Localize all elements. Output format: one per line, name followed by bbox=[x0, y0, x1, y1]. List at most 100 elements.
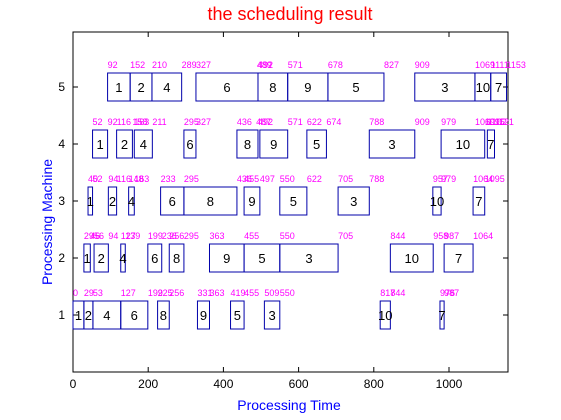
y-tick-label: 2 bbox=[58, 251, 65, 265]
job-label: 2 bbox=[109, 194, 116, 209]
job-label: 2 bbox=[121, 137, 128, 152]
time-label: 976 bbox=[440, 288, 455, 298]
job-box-5 bbox=[306, 129, 327, 159]
job-label: 2 bbox=[98, 251, 105, 266]
job-label: 8 bbox=[160, 308, 167, 323]
time-label: 363 bbox=[209, 288, 224, 298]
job-label: 8 bbox=[269, 80, 276, 95]
time-label: 705 bbox=[338, 231, 353, 241]
job-box-5 bbox=[230, 300, 245, 330]
job-label: 4 bbox=[103, 308, 110, 323]
time-label: 987 bbox=[444, 288, 459, 298]
time-label: 509 bbox=[264, 288, 279, 298]
job-label: 1 bbox=[75, 308, 82, 323]
time-label: 29 bbox=[84, 231, 94, 241]
job-label: 1 bbox=[96, 137, 103, 152]
job-box-7 bbox=[486, 129, 495, 159]
time-label: 116 bbox=[117, 117, 131, 127]
time-label: 1153 bbox=[507, 60, 526, 70]
time-label: 52 bbox=[93, 117, 103, 127]
time-label: 94 bbox=[108, 231, 118, 241]
time-label: 1064 bbox=[473, 174, 493, 184]
job-box-8 bbox=[157, 300, 170, 330]
job-box-7 bbox=[439, 300, 445, 330]
time-label: 455 bbox=[244, 288, 259, 298]
time-label: 256 bbox=[169, 288, 184, 298]
job-box-9 bbox=[243, 186, 261, 216]
time-label: 1069 bbox=[475, 117, 495, 127]
time-label: 152 bbox=[130, 60, 145, 70]
time-label: 1064 bbox=[473, 231, 493, 241]
job-box-4 bbox=[133, 129, 153, 159]
time-label: 489 bbox=[257, 60, 272, 70]
time-label: 492 bbox=[258, 117, 273, 127]
job-label: 9 bbox=[304, 80, 311, 95]
job-label: 3 bbox=[305, 251, 312, 266]
job-label: 7 bbox=[495, 80, 502, 95]
time-label: 487 bbox=[256, 117, 271, 127]
job-label: 4 bbox=[128, 194, 135, 209]
x-tick-label: 600 bbox=[289, 377, 309, 391]
job-label: 9 bbox=[223, 251, 230, 266]
job-label: 1 bbox=[115, 80, 122, 95]
job-box-4 bbox=[128, 186, 135, 216]
time-label: 571 bbox=[288, 60, 303, 70]
time-label: 163 bbox=[134, 117, 149, 127]
x-tick-label: 1000 bbox=[436, 377, 463, 391]
job-boxes: 1 2 4 6 8 9 5 3 10 71 2 4 6 8 9 5 3 10 71 2 4 6 8 9 5 3 10 71 2 4 6 8 9 5… bbox=[72, 72, 508, 330]
y-tick-label: 1 bbox=[58, 308, 65, 322]
job-box-5 bbox=[279, 186, 308, 216]
time-label: 163 bbox=[134, 174, 149, 184]
job-label: 5 bbox=[352, 80, 359, 95]
job-box-3 bbox=[263, 300, 281, 330]
y-tick-label: 3 bbox=[58, 194, 65, 208]
job-label: 5 bbox=[313, 137, 320, 152]
time-label: 233 bbox=[161, 174, 176, 184]
job-label: 6 bbox=[223, 80, 230, 95]
time-label: 550 bbox=[280, 231, 295, 241]
job-label: 10 bbox=[456, 137, 470, 152]
job-box-1 bbox=[87, 186, 94, 216]
job-box-3 bbox=[279, 243, 339, 273]
job-box-2 bbox=[93, 243, 109, 273]
time-label: 788 bbox=[369, 117, 384, 127]
time-label: 295 bbox=[184, 117, 199, 127]
x-tick-label: 400 bbox=[213, 377, 233, 391]
job-box-9 bbox=[196, 300, 210, 330]
job-label: 3 bbox=[268, 308, 275, 323]
job-label: 10 bbox=[378, 308, 392, 323]
job-label: 6 bbox=[151, 251, 158, 266]
time-label: 225 bbox=[158, 288, 173, 298]
time-label: 52 bbox=[93, 174, 103, 184]
job-label: 6 bbox=[186, 137, 193, 152]
time-label: 817 bbox=[380, 288, 395, 298]
job-label: 7 bbox=[475, 194, 482, 209]
time-label: 497 bbox=[260, 174, 275, 184]
time-label: 844 bbox=[390, 288, 405, 298]
job-label: 3 bbox=[388, 137, 395, 152]
job-box-6 bbox=[183, 129, 197, 159]
job-box-3 bbox=[368, 129, 416, 159]
time-label: 29 bbox=[84, 288, 94, 298]
y-tick-label: 4 bbox=[58, 137, 65, 151]
job-box-2 bbox=[116, 129, 133, 159]
job-box-4 bbox=[120, 243, 126, 273]
plot-area bbox=[72, 31, 509, 373]
time-label: 1102 bbox=[487, 117, 506, 127]
time-label: 92 bbox=[108, 117, 118, 127]
time-label: 678 bbox=[328, 60, 343, 70]
time-label: 1121 bbox=[494, 117, 513, 127]
job-label: 6 bbox=[169, 194, 176, 209]
time-label: 1095 bbox=[485, 174, 505, 184]
job-label: 9 bbox=[200, 308, 207, 323]
time-label: 455 bbox=[244, 174, 259, 184]
time-label: 158 bbox=[132, 117, 147, 127]
job-box-7 bbox=[472, 186, 486, 216]
job-label: 10 bbox=[430, 194, 444, 209]
x-tick-label: 200 bbox=[138, 377, 158, 391]
time-label: 550 bbox=[280, 288, 295, 298]
time-label: 127 bbox=[121, 231, 136, 241]
job-box-8 bbox=[236, 129, 259, 159]
